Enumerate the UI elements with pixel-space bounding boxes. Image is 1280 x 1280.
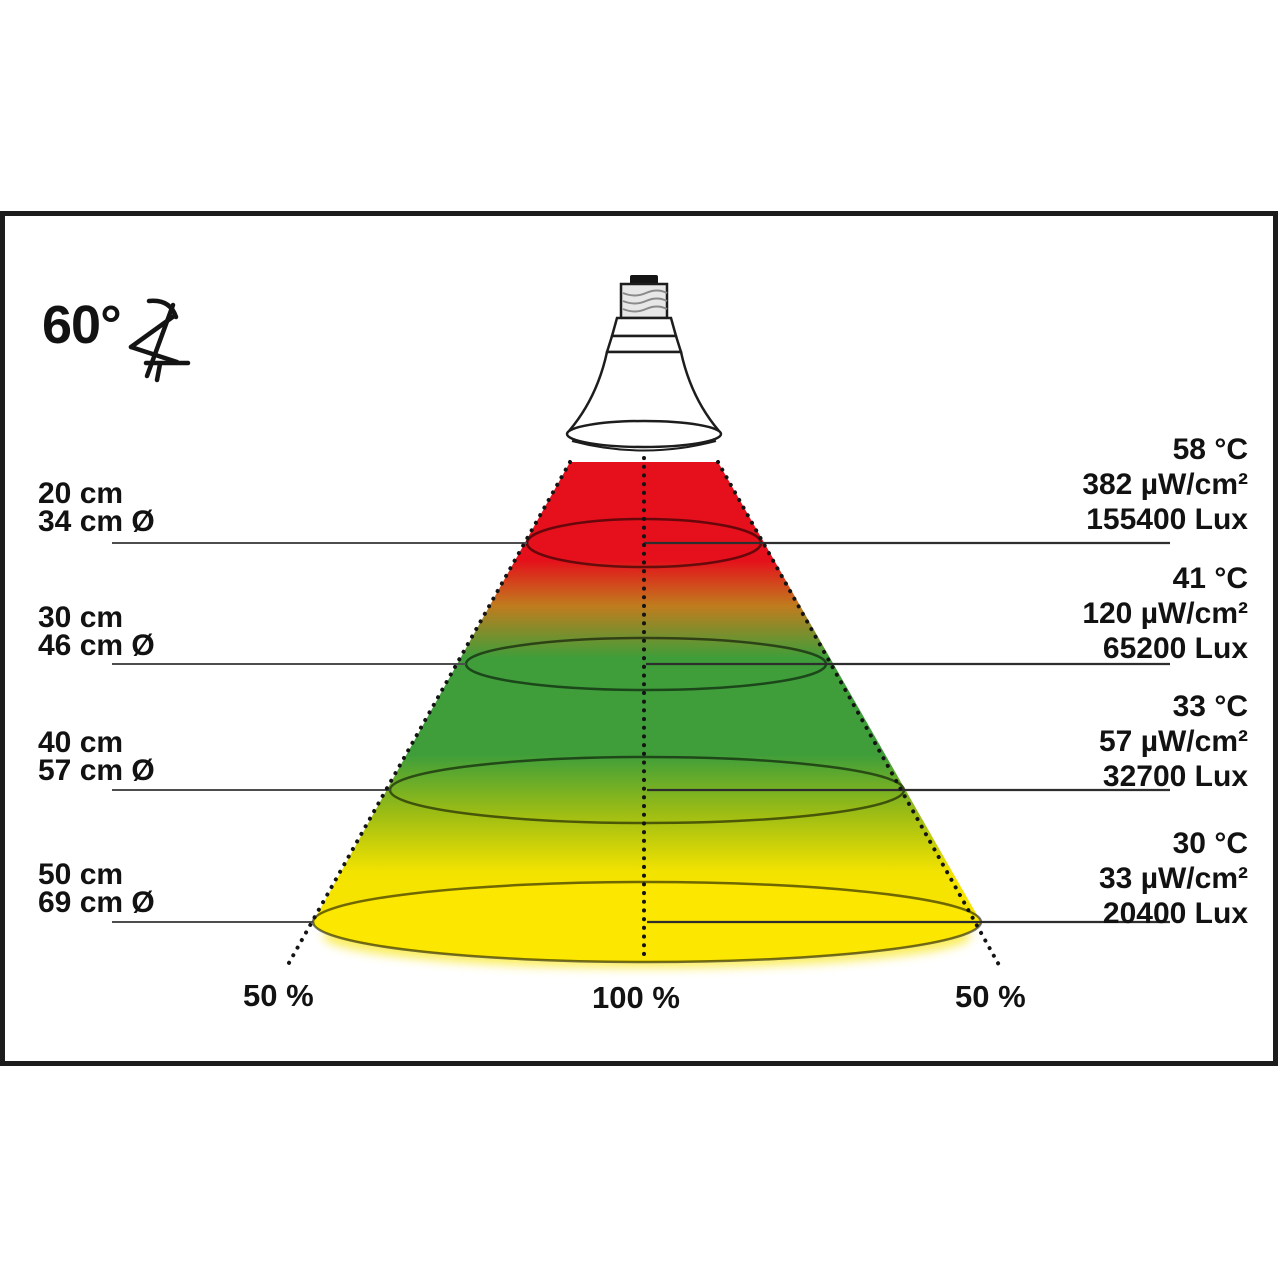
beam-edge-left [283,460,572,972]
irradiance-value: 382 µW/cm² [1082,468,1248,501]
diameter-value: 69 cm Ø [38,886,155,919]
readings-label-30cm: 41 °C 120 µW/cm² 65200 Lux [1082,561,1248,666]
lamp-bulb [565,275,723,452]
beam-dotted-lines [283,456,1001,972]
measurement-lines [112,542,527,923]
distance-label-30cm: 30 cm 46 cm Ø [38,601,155,662]
illuminance-value: 32700 Lux [1102,760,1248,793]
distance-value: 20 cm [38,477,124,510]
intensity-label-center: 100 % [592,980,680,1015]
illuminance-value: 65200 Lux [1102,632,1248,665]
readings-label-20cm: 58 °C 382 µW/cm² 155400 Lux [1082,432,1248,537]
temperature-value: 41 °C [1172,562,1248,595]
readings-label-40cm: 33 °C 57 µW/cm² 32700 Lux [1099,689,1248,794]
lamp-collar [610,316,678,338]
irradiance-value: 33 µW/cm² [1099,862,1248,895]
irradiance-value: 120 µW/cm² [1082,597,1248,630]
irradiance-value: 57 µW/cm² [1099,725,1248,758]
temperature-value: 58 °C [1172,433,1248,466]
beam-angle-value: 60° [42,295,122,355]
intensity-label-right: 50 % [955,979,1026,1014]
distance-label-50cm: 50 cm 69 cm Ø [38,858,155,919]
screw-threads [622,289,668,313]
radius-lines [644,541,1170,924]
distance-label-40cm: 40 cm 57 cm Ø [38,726,155,787]
distance-value: 30 cm [38,601,124,634]
illuminance-value: 20400 Lux [1102,897,1248,930]
temperature-value: 33 °C [1172,690,1248,723]
diameter-value: 34 cm Ø [38,505,155,538]
temperature-value: 30 °C [1172,827,1248,860]
lamp-body [566,350,722,433]
lamp-neck [605,334,683,354]
readings-label-50cm: 30 °C 33 µW/cm² 20400 Lux [1099,826,1248,931]
light-cone [313,462,981,922]
distance-value: 40 cm [38,726,124,759]
beam-edge-right [716,460,1001,967]
diameter-value: 57 cm Ø [38,754,155,787]
lamp-face [565,419,723,449]
lamp-face-curve [571,440,717,452]
distance-value: 50 cm [38,858,124,891]
illuminance-value: 155400 Lux [1086,503,1248,536]
diameter-value: 46 cm Ø [38,629,155,662]
intensity-label-left: 50 % [243,978,314,1013]
distance-label-20cm: 20 cm 34 cm Ø [38,477,155,538]
beam-angle-icon [128,298,191,383]
